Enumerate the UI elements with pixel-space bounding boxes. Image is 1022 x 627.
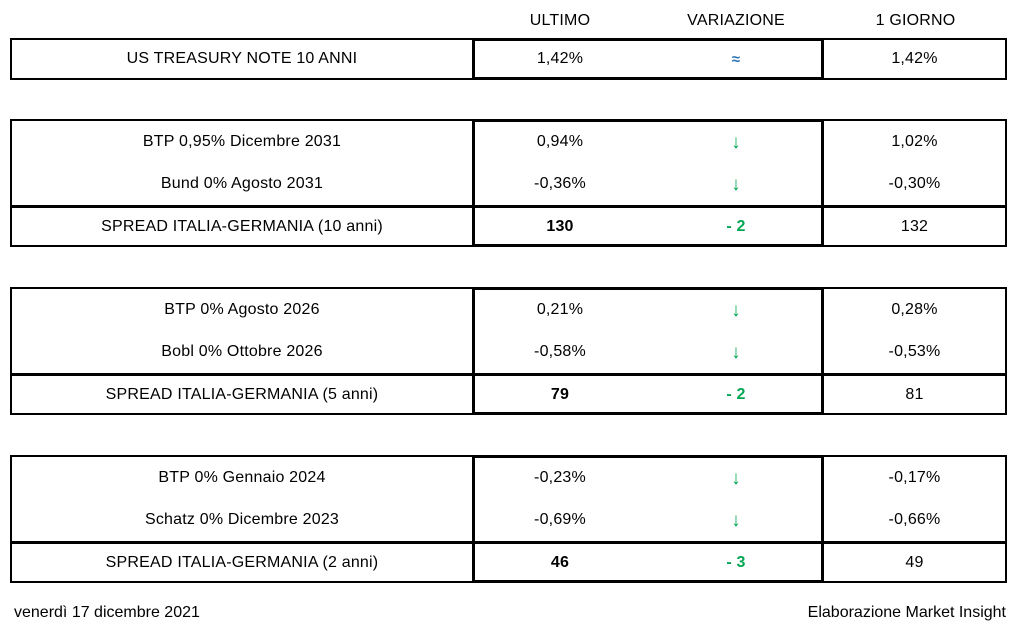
down-arrow-icon: ↓ [731,131,741,153]
spread-ultimo-value: 130 [546,217,574,235]
ultimo-value: -0,23% [534,469,586,486]
ultimo-value: 0,21% [536,301,584,318]
ultimo-value: -0,69% [534,511,586,528]
giorno-value: 1,42% [891,50,938,67]
table-2-anni: BTP 0% Gennaio 2024 -0,23% ↓ -0,17% Scha… [10,455,1007,583]
giorno-value: -0,30% [888,175,941,192]
table-row: BTP 0% Gennaio 2024 -0,23% ↓ -0,17% [12,457,1005,499]
instrument-label: Bund 0% Agosto 2031 [160,175,324,192]
column-header-variazione: VARIAZIONE [687,12,785,29]
spread-label: SPREAD ITALIA-GERMANIA (5 anni) [105,385,379,403]
instrument-label: Bobl 0% Ottobre 2026 [161,343,323,360]
table-row: US TREASURY NOTE 10 ANNI 1,42% ≈ 1,42% [12,40,1005,78]
instrument-label: BTP 0,95% Dicembre 2031 [142,133,342,150]
table-row: BTP 0,95% Dicembre 2031 0,94% ↓ 1,02% [12,121,1005,163]
report-credit: Elaborazione Market Insight [807,604,1006,621]
spread-row: SPREAD ITALIA-GERMANIA (2 anni) 46 - 3 4… [12,541,1005,581]
instrument-label: Schatz 0% Dicembre 2023 [144,511,340,528]
table-us-treasury: US TREASURY NOTE 10 ANNI 1,42% ≈ 1,42% [10,38,1007,80]
giorno-value: 1,02% [891,133,938,150]
instrument-label: BTP 0% Agosto 2026 [164,301,320,318]
down-arrow-icon: ↓ [731,341,741,363]
spread-giorno-value: 81 [905,385,924,403]
table-row: Bobl 0% Ottobre 2026 -0,58% ↓ -0,53% [12,331,1005,373]
report-date: venerdì 17 dicembre 2021 [14,604,200,621]
down-arrow-icon: ↓ [731,299,741,321]
spread-row: SPREAD ITALIA-GERMANIA (10 anni) 130 - 2… [12,205,1005,245]
ultimo-value: 1,42% [536,50,584,67]
ultimo-value: -0,36% [534,175,586,192]
spread-row: SPREAD ITALIA-GERMANIA (5 anni) 79 - 2 8… [12,373,1005,413]
giorno-value: -0,17% [888,469,941,486]
spread-ultimo-value: 79 [550,385,570,403]
spread-change-value: - 2 [726,217,746,235]
instrument-label: BTP 0% Gennaio 2024 [158,469,326,486]
giorno-value: -0,53% [888,343,941,360]
spread-giorno-value: 132 [900,217,929,235]
spread-change-value: - 3 [726,553,746,571]
ultimo-value: -0,58% [534,343,586,360]
instrument-label: US TREASURY NOTE 10 ANNI [126,50,358,67]
spread-giorno-value: 49 [905,553,924,571]
spread-label: SPREAD ITALIA-GERMANIA (2 anni) [105,553,379,571]
down-arrow-icon: ↓ [731,509,741,531]
giorno-value: 0,28% [891,301,938,318]
spread-label: SPREAD ITALIA-GERMANIA (10 anni) [101,217,383,235]
down-arrow-icon: ↓ [731,173,741,195]
table-row: Schatz 0% Dicembre 2023 -0,69% ↓ -0,66% [12,499,1005,541]
spread-change-value: - 2 [726,385,746,403]
ultimo-value: 0,94% [536,133,584,150]
table-row: Bund 0% Agosto 2031 -0,36% ↓ -0,30% [12,163,1005,205]
flat-approx-icon: ≈ [731,50,741,68]
table-10-anni: BTP 0,95% Dicembre 2031 0,94% ↓ 1,02% Bu… [10,119,1007,247]
table-row: BTP 0% Agosto 2026 0,21% ↓ 0,28% [12,289,1005,331]
table-5-anni: BTP 0% Agosto 2026 0,21% ↓ 0,28% Bobl 0%… [10,287,1007,415]
column-header-ultimo: ULTIMO [529,12,591,29]
spread-ultimo-value: 46 [550,553,570,571]
down-arrow-icon: ↓ [731,467,741,489]
giorno-value: -0,66% [888,511,941,528]
column-header-1giorno: 1 GIORNO [875,12,956,29]
